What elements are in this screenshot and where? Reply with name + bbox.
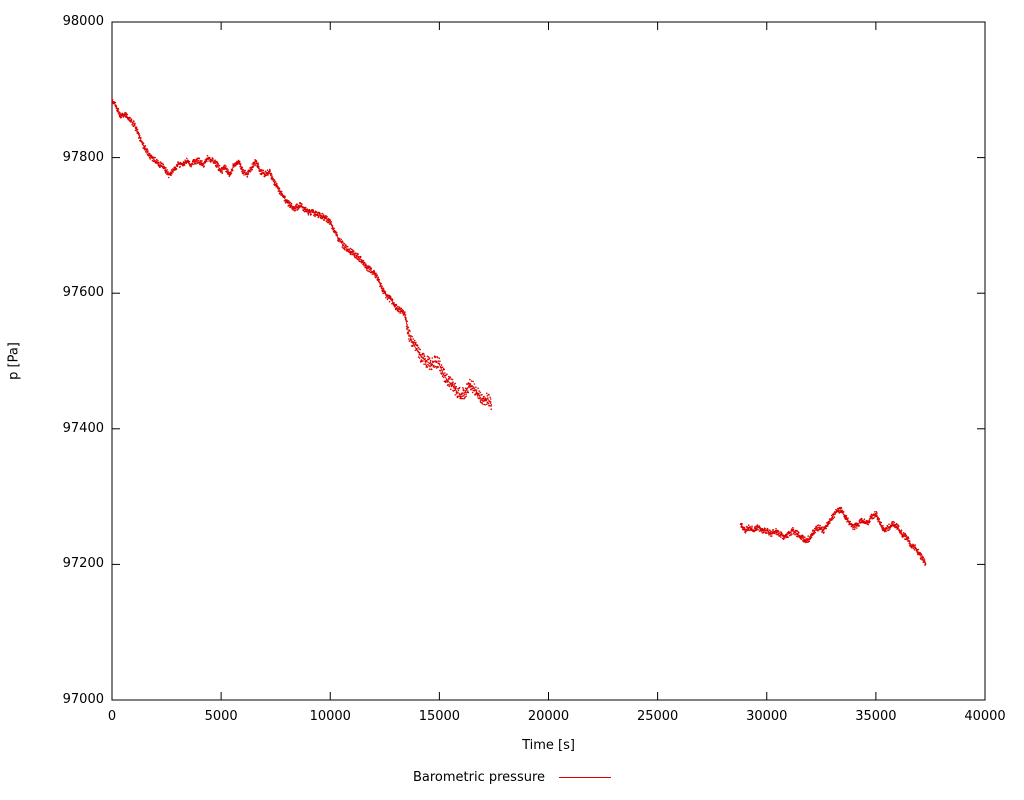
x-tick-label: 30000: [746, 709, 788, 724]
x-tick-label: 10000: [309, 709, 351, 724]
y-tick-label: 97600: [62, 285, 104, 301]
y-tick-label: 98000: [62, 14, 104, 29]
legend-line-sample: [559, 777, 612, 778]
legend-label: Barometric pressure: [412, 770, 546, 785]
x-tick-label: 40000: [964, 709, 1006, 724]
y-tick-label: 97800: [62, 149, 104, 165]
x-tick-label: 15000: [418, 709, 461, 724]
x-tick-label: 35000: [855, 709, 897, 724]
data-line: [111, 99, 493, 406]
plot-border: [111, 21, 986, 701]
y-tick-label: 97000: [62, 692, 104, 707]
y-tick-label: 97400: [62, 420, 104, 436]
y-tick-label: 97200: [62, 556, 104, 572]
x-tick-label: 20000: [527, 709, 570, 724]
legend: Barometric pressure: [0, 770, 1024, 785]
x-tick-label: 25000: [636, 709, 679, 724]
x-axis-label: Time [s]: [522, 738, 575, 753]
x-tick-label: 5000: [204, 709, 238, 724]
x-tick-label: 0: [107, 709, 117, 724]
y-axis-label: p [Pa]: [6, 342, 22, 380]
